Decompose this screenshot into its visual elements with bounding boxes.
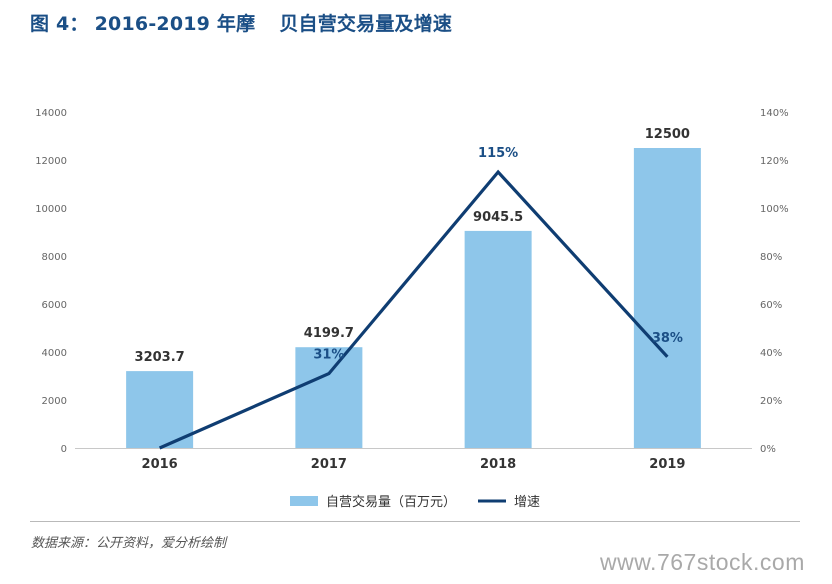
x-axis-labels: 2016 2017 2018 2019 bbox=[142, 457, 686, 472]
right-axis-tick-label: 40% bbox=[760, 348, 782, 359]
growth-line bbox=[158, 169, 669, 450]
right-axis-tick-label: 120% bbox=[760, 156, 789, 167]
bar-value-labels: 3203.7 4199.7 9045.5 12500 bbox=[135, 127, 690, 365]
bar-value-label: 12500 bbox=[645, 127, 690, 142]
x-axis-tick-label: 2018 bbox=[480, 457, 516, 472]
line-value-label: 31% bbox=[313, 348, 344, 363]
left-axis-tick-label: 4000 bbox=[42, 348, 67, 359]
right-axis-tick-label: 20% bbox=[760, 396, 782, 407]
line-layer bbox=[158, 169, 669, 450]
x-axis-tick-label: 2017 bbox=[311, 457, 347, 472]
bar-2019 bbox=[633, 148, 701, 448]
bars-layer bbox=[126, 148, 701, 448]
watermark: www.767stock.com bbox=[600, 549, 805, 575]
legend-label-line: 增速 bbox=[514, 495, 540, 510]
combo-chart: 0 2000 4000 6000 8000 10000 12000 14000 0% 20% 40… bbox=[35, 108, 789, 510]
bar-value-label: 9045.5 bbox=[473, 210, 523, 225]
right-axis-tick-label: 80% bbox=[760, 252, 782, 263]
line-value-label: 38% bbox=[652, 331, 683, 346]
left-axis-tick-label: 10000 bbox=[35, 204, 67, 215]
bar-value-label: 4199.7 bbox=[304, 326, 354, 341]
right-axis-tick-label: 100% bbox=[760, 204, 789, 215]
legend-swatch-bar bbox=[290, 496, 318, 506]
source-note: 数据来源：公开资料，爱分析绘制 bbox=[31, 536, 227, 551]
bar-value-label: 3203.7 bbox=[135, 350, 185, 365]
right-axis-tick-label: 140% bbox=[760, 108, 789, 119]
left-axis-tick-label: 6000 bbox=[42, 300, 67, 311]
chart-title-rest: 贝自营交易量及增速 bbox=[279, 13, 453, 35]
left-axis-tick-label: 8000 bbox=[42, 252, 67, 263]
left-axis-tick-label: 12000 bbox=[35, 156, 67, 167]
x-axis-tick-label: 2019 bbox=[649, 457, 685, 472]
x-axis-tick-label: 2016 bbox=[142, 457, 178, 472]
legend-label-bar: 自营交易量（百万元） bbox=[326, 494, 456, 510]
chart-title: 图 4： 2016-2019 年摩 贝自营交易量及增速 bbox=[30, 9, 452, 36]
chart-title-years: 2016-2019 年摩 bbox=[94, 13, 256, 35]
bar-2016 bbox=[126, 371, 194, 448]
line-value-labels: 31% 115% 38% bbox=[313, 146, 683, 363]
left-axis-tick-label: 2000 bbox=[42, 396, 67, 407]
right-axis-tick-label: 60% bbox=[760, 300, 782, 311]
left-axis-tick-label: 0 bbox=[61, 444, 67, 455]
legend: 自营交易量（百万元） 增速 bbox=[290, 494, 540, 510]
footer-divider bbox=[30, 521, 800, 522]
bar-2018 bbox=[464, 230, 532, 448]
line-value-label: 115% bbox=[478, 146, 518, 161]
bar-2017 bbox=[295, 347, 363, 448]
left-axis-ticks: 0 2000 4000 6000 8000 10000 12000 14000 bbox=[35, 108, 67, 455]
left-axis-tick-label: 14000 bbox=[35, 108, 67, 119]
right-axis-ticks: 0% 20% 40% 60% 80% 100% 120% 140% bbox=[760, 108, 789, 455]
right-axis-tick-label: 0% bbox=[760, 444, 776, 455]
chart-title-prefix: 图 4： bbox=[30, 13, 89, 35]
